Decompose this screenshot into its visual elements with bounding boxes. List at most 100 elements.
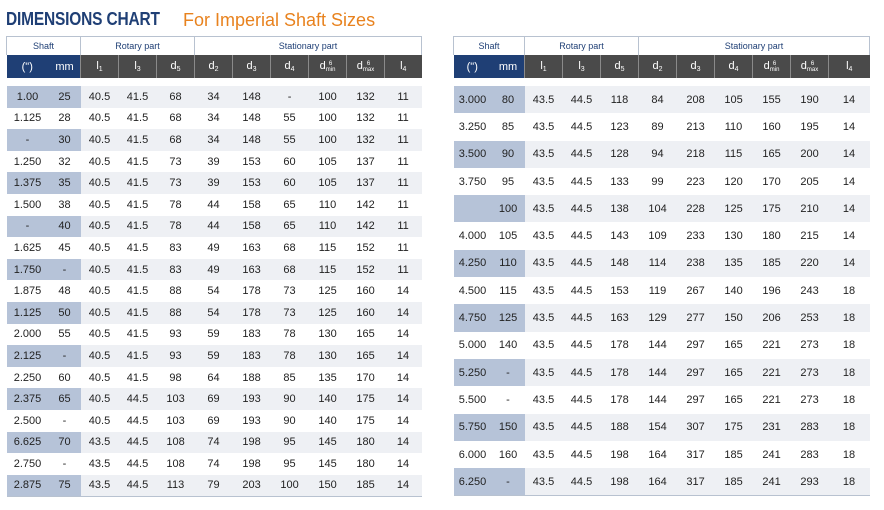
- table-cell: 43.5: [524, 358, 563, 387]
- table-cell: 103: [156, 388, 195, 410]
- col-header-d2: d2: [638, 55, 677, 78]
- table-cell: 44.5: [126, 414, 149, 427]
- page-title: DIMENSIONS CHART: [6, 9, 160, 29]
- table-cell: 110: [308, 215, 347, 238]
- table-row: 3.250 85 43.5 44.5 123 89 213 110 160 195 14: [454, 113, 870, 140]
- table-cell: 40.5: [80, 215, 119, 238]
- cell-shaft-inch: 4.250: [453, 249, 492, 278]
- cell-shaft-inch: 5.500: [458, 393, 487, 406]
- table-row: 6.000 160 43.5 44.5 198 164 317 185 241 283 18: [454, 441, 870, 468]
- col-header-l1: l1: [80, 55, 119, 78]
- col-header-inch: ("): [6, 55, 49, 78]
- col-header-mm: mm: [490, 55, 525, 78]
- table-cell: 137: [346, 172, 385, 194]
- table-cell: 43.5: [524, 304, 563, 332]
- cell-shaft-mm: -: [48, 345, 81, 367]
- group-header-stationary: Stationary part: [638, 36, 871, 55]
- table-cell: 128: [600, 140, 639, 168]
- cell-shaft-inch: 2.000: [13, 328, 42, 341]
- table-row: 100 43.5 44.5 138 104 228 125 175 210 14: [453, 195, 870, 223]
- table-cell: 69: [207, 414, 220, 427]
- page-subtitle: For Imperial Shaft Sizes: [183, 10, 376, 30]
- table-row: 5.750 150 43.5 44.5 188 154 307 175 231 283 18: [453, 413, 870, 441]
- table-cell: 39: [207, 155, 220, 168]
- table-cell: 40.5: [88, 328, 111, 341]
- dimensions-table-right: Shaft Rotary part Stationary part (") mm…: [452, 36, 871, 497]
- cell-shaft-inch: 6.625: [6, 431, 49, 454]
- cell-shaft-inch: 2.375: [6, 388, 49, 410]
- table-cell: 198: [232, 431, 271, 454]
- table-cell: 253: [790, 304, 829, 332]
- table-cell: 49: [207, 241, 220, 254]
- table-cell: 40.5: [80, 258, 119, 281]
- table-cell: 130: [724, 230, 743, 243]
- table-cell: 59: [194, 345, 233, 367]
- table-cell: 297: [686, 339, 705, 352]
- table-cell: 83: [169, 241, 182, 254]
- table-cell: 165: [752, 140, 791, 168]
- table-cell: 14: [828, 140, 870, 168]
- table-cell: 43.5: [80, 431, 119, 454]
- table-cell: 178: [242, 285, 261, 298]
- table-cell: 44.5: [562, 468, 601, 496]
- table-cell: 150: [714, 304, 753, 332]
- col-header-l3: l3: [562, 55, 601, 78]
- table-cell: 307: [676, 413, 715, 441]
- table-cell: 193: [242, 414, 261, 427]
- table-cell: 85: [283, 371, 296, 384]
- table-cell: 43.5: [532, 175, 555, 188]
- table-cell: 125: [714, 195, 753, 223]
- table-cell: 18: [828, 413, 870, 441]
- cell-shaft-mm: 70: [48, 431, 81, 454]
- cell-shaft-inch: 4.000: [458, 230, 487, 243]
- table-cell: 163: [232, 258, 271, 281]
- table-cell: 153: [610, 284, 629, 297]
- table-cell: 153: [242, 155, 261, 168]
- table-cell: 119: [648, 284, 667, 297]
- table-cell: 78: [283, 328, 296, 341]
- table-cell: 43.5: [524, 468, 563, 496]
- table-cell: 185: [714, 468, 753, 496]
- table-cell: 195: [800, 120, 819, 133]
- table-cell: 178: [610, 393, 629, 406]
- table-cell: 44.5: [562, 358, 601, 387]
- col-header-d2: d2: [194, 55, 233, 78]
- table-cell: 43.5: [532, 393, 555, 406]
- group-header-shaft: Shaft: [5, 36, 82, 55]
- table-cell: 152: [346, 258, 385, 281]
- table-cell: 43.5: [524, 140, 563, 168]
- col-header-mm: mm: [47, 55, 81, 78]
- table-cell: 44.5: [562, 304, 601, 332]
- table-cell: 223: [686, 175, 705, 188]
- table-cell: 115: [318, 241, 337, 254]
- cell-shaft-mm: 45: [58, 241, 71, 254]
- cell-shaft-inch: 2.750: [13, 457, 42, 470]
- table-cell: 44.5: [562, 140, 601, 168]
- table-cell: 150: [308, 474, 347, 497]
- table-cell: 221: [752, 358, 791, 387]
- table-cell: 14: [828, 86, 870, 114]
- table-cell: 41.5: [118, 172, 157, 194]
- table-cell: 40.5: [88, 371, 111, 384]
- table-cell: 79: [194, 474, 233, 497]
- table-cell: 44.5: [562, 413, 601, 441]
- cell-shaft-inch: -: [6, 215, 49, 238]
- cell-shaft-inch: 2.250: [13, 371, 42, 384]
- table-cell: 175: [714, 413, 753, 441]
- table-cell: 98: [169, 371, 182, 384]
- table-row: 1.375 35 40.5 41.5 73 39 153 60 105 137 11: [6, 172, 422, 194]
- table-row: 1.125 28 40.5 41.5 68 34 148 55 100 132 11: [7, 108, 422, 130]
- table-cell: 297: [686, 393, 705, 406]
- table-cell: 163: [242, 241, 261, 254]
- col-header-l4: l4: [828, 55, 870, 78]
- group-header-rotary: Rotary part: [80, 36, 196, 55]
- cell-shaft-mm: 60: [58, 371, 71, 384]
- table-row: 2.000 55 40.5 41.5 93 59 183 78 130 165 14: [7, 324, 422, 346]
- table-row: 5.250-43.5 44.5 178 144 297 165 221 273 18: [453, 358, 870, 387]
- cell-shaft-mm: 90: [491, 140, 525, 168]
- col-header-d3: d3: [676, 55, 715, 78]
- table-cell: 108: [166, 457, 185, 470]
- table-cell: 40.5: [88, 241, 111, 254]
- table-cell: 14: [396, 414, 410, 427]
- cell-shaft-mm: 100: [491, 195, 525, 223]
